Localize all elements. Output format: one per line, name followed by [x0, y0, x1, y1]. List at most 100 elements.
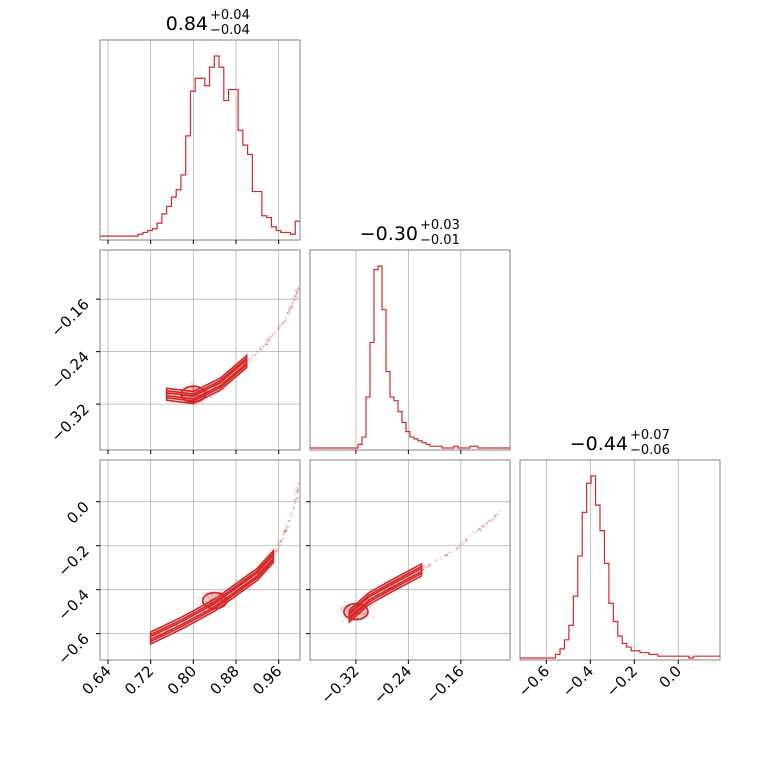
panel-1-0-point-80 — [250, 356, 253, 358]
panel-1-0-point-264 — [203, 400, 206, 403]
panel-1-0-point-96 — [262, 345, 265, 348]
x-tick-label-0-1: 0.72 — [121, 662, 157, 698]
panel-2-0-point-157 — [282, 533, 285, 536]
panel-2-1-point-250 — [342, 620, 344, 623]
panel-1-0-point-110 — [279, 326, 282, 329]
panel-1-0-contour-2 — [165, 358, 248, 400]
title-plus-1: +0.03 — [420, 218, 460, 233]
panel-1-0-point-76 — [264, 343, 267, 346]
panel-0-0-frame — [99, 39, 301, 241]
panel-2-0-point-162 — [284, 526, 287, 529]
panel-1-0-point-129 — [294, 299, 297, 301]
panel-2-0-point-243 — [207, 595, 210, 598]
histogram-1-steps — [310, 265, 510, 449]
panel-1-0-point-89 — [256, 351, 259, 354]
panel-2-1-point-117 — [465, 539, 467, 541]
panel-1-0-point-88 — [264, 344, 267, 346]
panel-1-0-point-140 — [288, 310, 290, 313]
x-tick-label-2-2: −0.2 — [603, 662, 641, 700]
panel-1-0-point-246 — [196, 403, 199, 406]
panel-1-0-point-119 — [277, 326, 280, 329]
panel-1-1-frame — [309, 249, 511, 451]
panel-1-0-point-135 — [286, 312, 289, 314]
panel-1-0-point-101 — [279, 324, 282, 327]
panel-2-1-point-81 — [444, 553, 447, 556]
x-tick-label-0-2: 0.80 — [164, 662, 200, 698]
panel-2-1-point-128 — [496, 513, 499, 515]
panel-2-0-point-166 — [283, 530, 286, 533]
panel-2-1-point-114 — [474, 532, 477, 534]
y-tick-label-1-0: −0.32 — [48, 400, 93, 445]
panel-2-0-point-295 — [197, 596, 200, 599]
panel-2-1-point-118 — [466, 538, 469, 541]
panel-1-0-point-19 — [169, 393, 172, 396]
panel-2-0-point-125 — [281, 537, 284, 540]
panel-1-0-point-87 — [254, 354, 257, 357]
title-minus-1: −0.01 — [420, 233, 460, 248]
panel-1-0-point-115 — [280, 324, 283, 326]
panel-2-0-point-172 — [283, 530, 286, 533]
panel-1-0-point-117 — [268, 340, 271, 343]
panel-2-0-contour-2 — [149, 553, 275, 641]
panel-2-0-point-179 — [295, 497, 297, 500]
panel-2-1-point-262 — [340, 609, 343, 612]
histogram-2-steps — [520, 475, 720, 659]
title-minus-0: −0.04 — [210, 23, 250, 38]
panel-2-0-point-149 — [281, 537, 284, 540]
panel-2-0-point-200 — [210, 594, 213, 597]
panel-1-0-point-97 — [258, 347, 261, 350]
panel-2-0-point-196 — [219, 589, 222, 592]
panel-2-0-point-177 — [294, 502, 296, 505]
panel-2-0-point-173 — [283, 529, 286, 532]
panel-2-0-point-189 — [297, 483, 300, 486]
panel-2-0-point-165 — [286, 526, 289, 529]
panel-2-0-point-216 — [212, 597, 215, 600]
panel-2-1-point-191 — [362, 612, 365, 615]
panel-2-1-point-157 — [364, 612, 366, 615]
panel-1-0-point-77 — [259, 348, 262, 351]
panel-2-0-point-158 — [287, 519, 290, 522]
panel-1-0-point-0 — [184, 395, 186, 398]
panel-2-0-point-292 — [195, 603, 197, 606]
panel-1-0-point-155 — [297, 286, 300, 289]
panel-1-0-point-92 — [260, 348, 263, 351]
panel-2-1-point-88 — [422, 568, 425, 571]
panel-2-1-point-84 — [422, 568, 425, 571]
panel-2-1-point-158 — [340, 607, 343, 610]
panel-2-0-point-141 — [273, 551, 276, 554]
panel-2-0-point-147 — [279, 543, 282, 546]
x-tick-label-1-2: −0.16 — [422, 662, 467, 707]
x-tick-label-2-3: 0.0 — [655, 662, 685, 692]
panel-2-1-point-256 — [368, 605, 371, 608]
panel-1-0-point-158 — [293, 298, 296, 301]
panel-2-1-contour-core — [343, 602, 369, 621]
panel-1-0-point-145 — [287, 312, 290, 315]
panel-1-0-point-168 — [296, 292, 299, 295]
panel-2-1-point-143 — [487, 519, 490, 522]
panel-2-1-point-103 — [459, 542, 462, 545]
panel-2-0-point-188 — [293, 498, 296, 501]
panel-2-1-point-177 — [360, 612, 363, 615]
panel-1-0-point-165 — [296, 291, 299, 294]
panel-2-1-point-225 — [345, 609, 347, 612]
panel-2-1-point-78 — [445, 553, 448, 556]
panel-1-0-point-163 — [294, 295, 296, 297]
panel-1-0-point-120 — [283, 321, 285, 324]
panel-2-1-point-104 — [455, 548, 458, 551]
panel-2-1-point-120 — [475, 530, 478, 533]
panel-1-0-point-281 — [191, 387, 194, 390]
panel-1-0-point-98 — [267, 343, 270, 346]
panel-1-0-point-141 — [288, 311, 291, 313]
panel-2-1-point-149 — [492, 517, 495, 520]
panel-2-0-point-134 — [277, 548, 279, 551]
panel-2-0-point-305 — [214, 595, 217, 598]
panel-2-0-point-182 — [294, 492, 297, 495]
panel-1-0-point-171 — [192, 383, 195, 386]
panel-1-0-point-83 — [259, 348, 262, 351]
panel-2-1-point-189 — [371, 607, 374, 610]
panel-1-0-point-131 — [291, 306, 294, 309]
panel-1-0-point-137 — [289, 306, 292, 309]
panel-1-0-point-166 — [295, 289, 298, 292]
panel-1-0-point-79 — [248, 358, 251, 361]
panel-1-0-contour-0 — [165, 353, 248, 405]
